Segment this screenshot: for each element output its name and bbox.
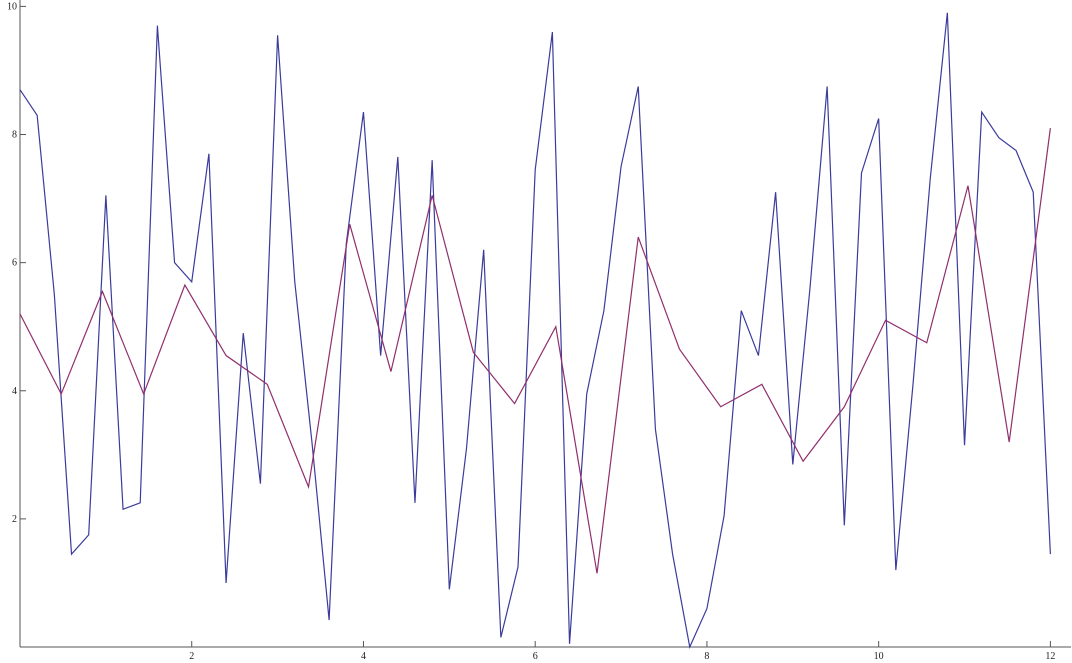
series-line <box>19 12 1051 650</box>
y-tick-label: 2 <box>12 514 17 525</box>
series-line <box>19 128 1051 574</box>
x-tick-label: 8 <box>704 651 709 662</box>
y-tick-label: 8 <box>12 130 17 141</box>
x-tick-label: 2 <box>189 651 194 662</box>
y-tick-label: 10 <box>7 1 17 12</box>
x-tick-label: 4 <box>361 651 366 662</box>
x-tick-label: 12 <box>1045 651 1055 662</box>
x-tick-label: 10 <box>874 651 884 662</box>
y-tick-label: 4 <box>12 386 17 397</box>
y-tick-label: 6 <box>12 258 17 269</box>
x-tick-label: 6 <box>533 651 538 662</box>
